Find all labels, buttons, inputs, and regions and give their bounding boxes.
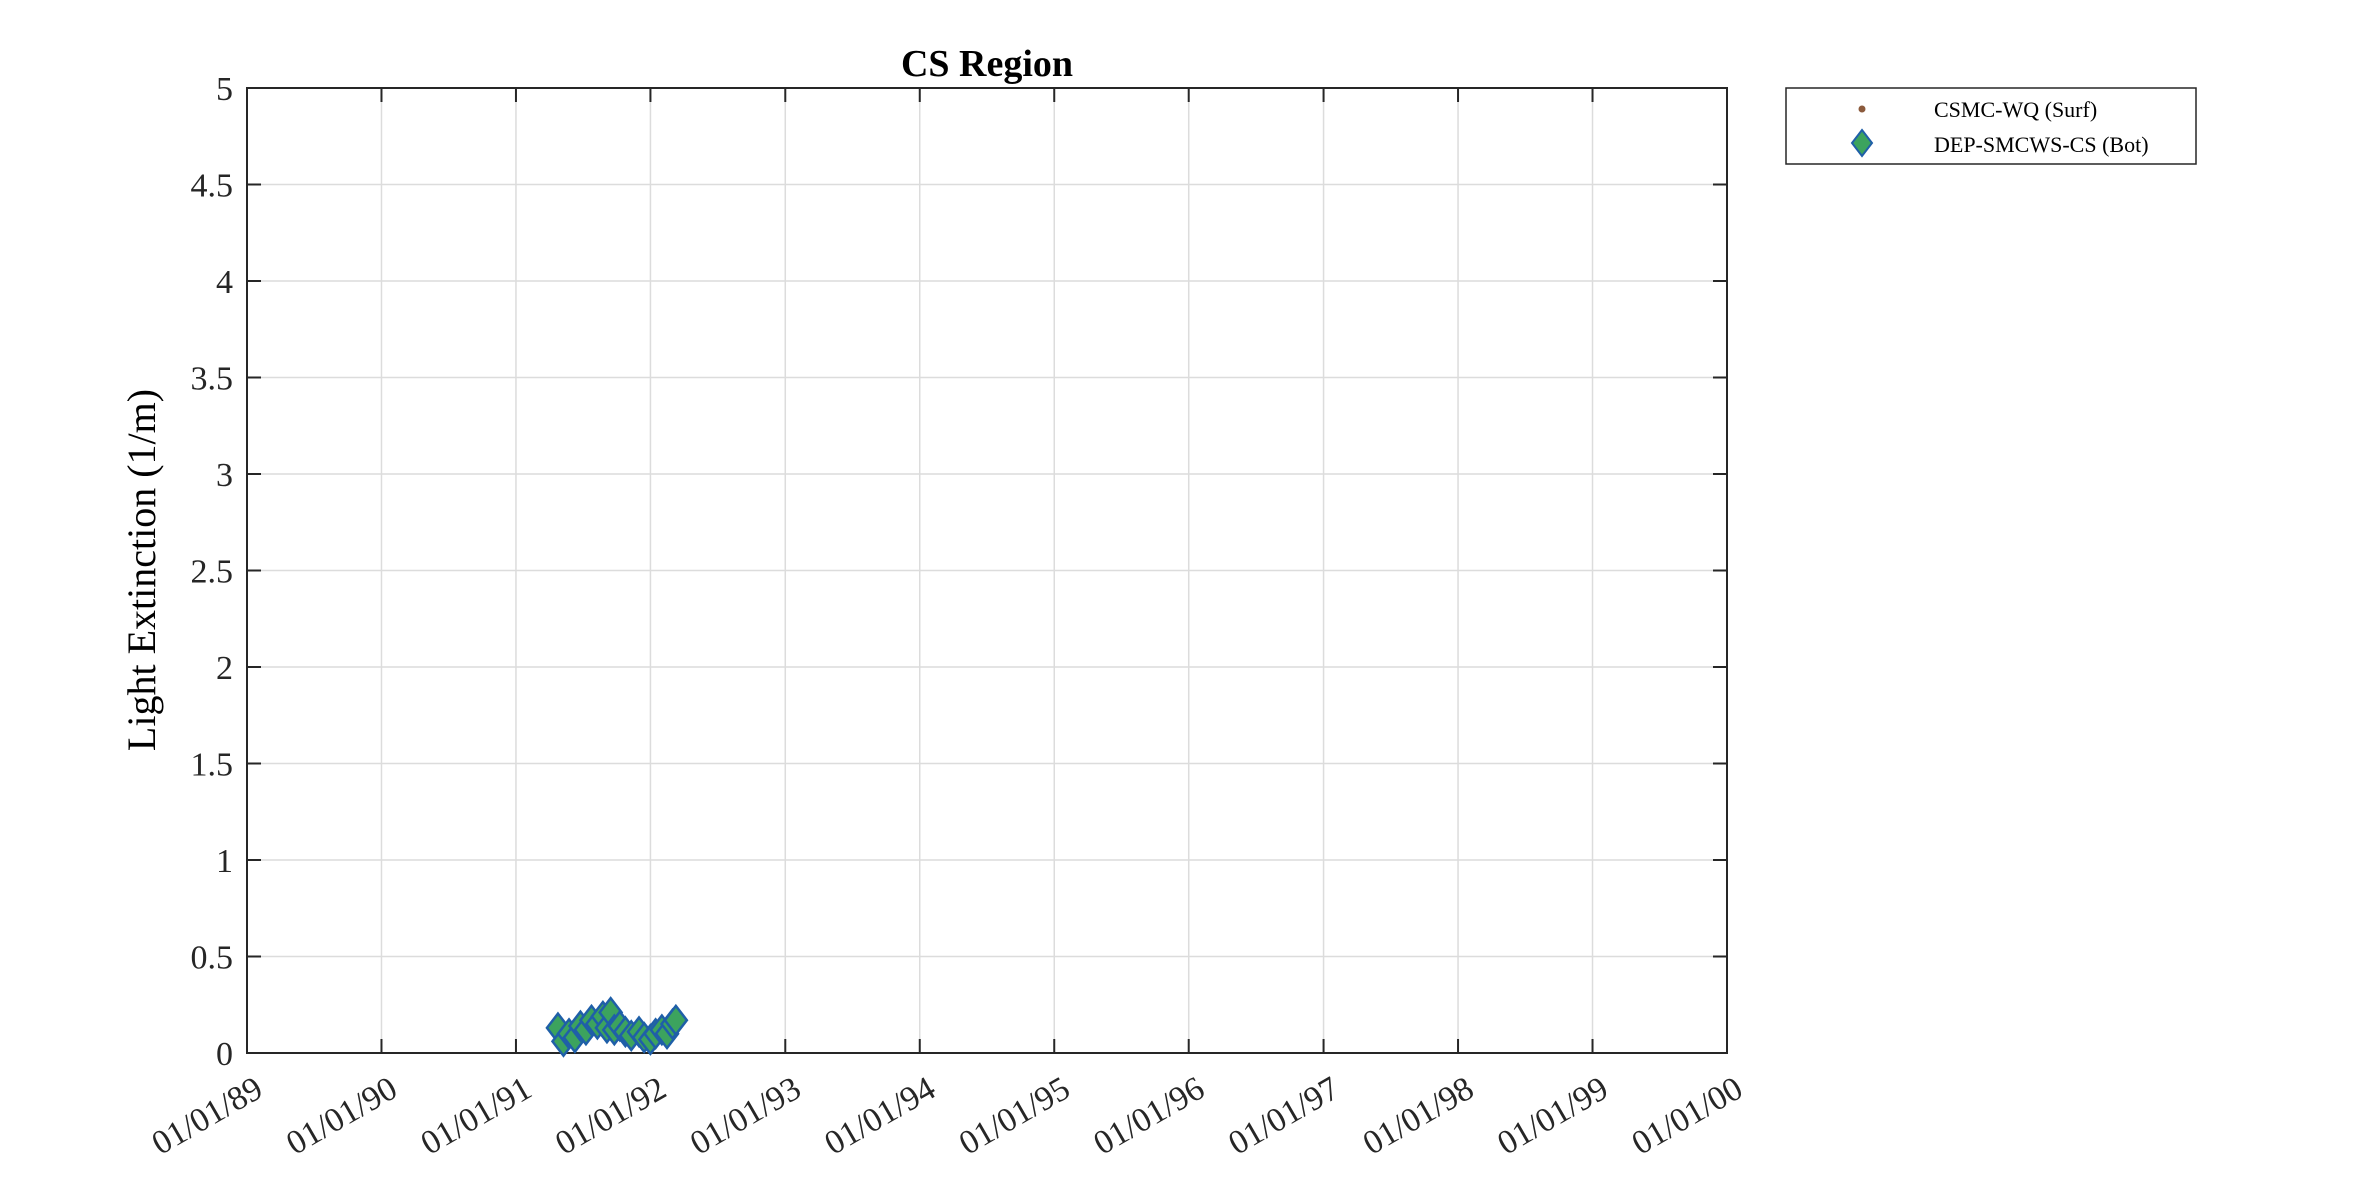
legend-box	[1785, 87, 2197, 165]
x-tick-label: 01/01/96	[1088, 1070, 1211, 1162]
y-tick-label: 2	[216, 650, 233, 687]
legend-label-bot: DEP-SMCWS-CS (Bot)	[1934, 132, 2149, 157]
y-tick-label: 1	[216, 843, 233, 880]
x-tick-label: 01/01/92	[549, 1070, 672, 1162]
grid-lines	[247, 88, 1727, 1053]
data-point-diamond	[663, 1003, 689, 1037]
y-axis-label: Light Extinction (1/m)	[119, 389, 164, 751]
legend-marker-dot	[1858, 105, 1866, 113]
x-tick-labels: 01/01/89 01/01/90 01/01/91 01/01/92 01/01/93…	[146, 1070, 1749, 1162]
chart-title: CS Region	[901, 43, 1073, 85]
y-tick-label: 3.5	[191, 361, 234, 398]
y-tick-label: 0.5	[191, 940, 234, 977]
y-tick-label: 4.5	[191, 168, 234, 205]
y-tick-label: 0	[216, 1036, 233, 1073]
x-tick-label: 01/01/90	[280, 1070, 403, 1162]
y-tick-label: 5	[216, 71, 233, 108]
x-tick-label: 01/01/95	[953, 1070, 1076, 1162]
legend-label-surf: CSMC-WQ (Surf)	[1934, 97, 2097, 122]
y-tick-label: 3	[216, 457, 233, 494]
x-tick-label: 01/01/99	[1491, 1070, 1614, 1162]
data-points	[545, 996, 689, 1058]
legend-marker-diamond	[1850, 128, 1874, 158]
x-tick-label: 01/01/98	[1357, 1070, 1480, 1162]
x-tick-label: 01/01/94	[819, 1070, 942, 1162]
y-tick-label: 2.5	[191, 554, 234, 591]
x-tick-label: 01/01/89	[146, 1070, 269, 1162]
axis-ticks	[246, 87, 1728, 1054]
y-tick-labels: 0 0.5 1 1.5 2 2.5 3 3.5 4 4.5 5	[191, 71, 234, 1073]
y-tick-label: 1.5	[191, 747, 234, 784]
y-tick-label: 4	[216, 264, 233, 301]
x-tick-label: 01/01/93	[684, 1070, 807, 1162]
x-tick-label: 01/01/00	[1626, 1070, 1749, 1162]
x-tick-label: 01/01/97	[1222, 1070, 1345, 1162]
legend: CSMC-WQ (Surf) DEP-SMCWS-CS (Bot)	[1785, 87, 2197, 165]
x-tick-label: 01/01/91	[415, 1070, 538, 1162]
